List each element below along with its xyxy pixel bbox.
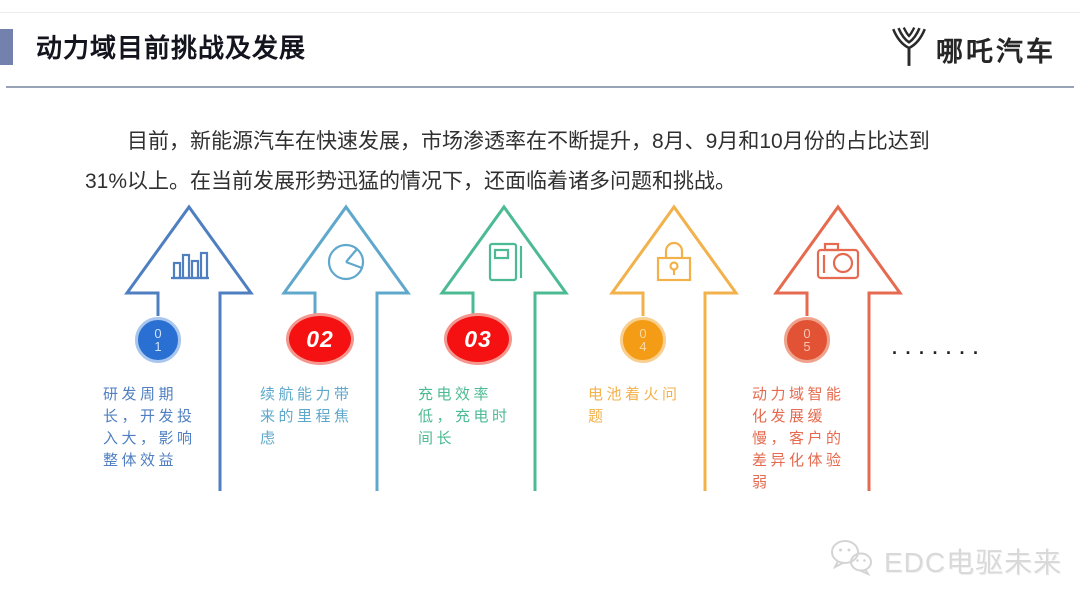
challenge-label: 电池着火问 题 xyxy=(588,386,681,425)
up-arrow-outline xyxy=(124,204,254,491)
pie-chart-icon xyxy=(327,243,365,281)
neta-logo-icon xyxy=(890,26,928,73)
header-divider xyxy=(6,86,1074,88)
badge-number: 01 xyxy=(154,326,162,354)
number-badge: 04 xyxy=(620,317,666,363)
up-arrow-outline xyxy=(439,204,569,491)
watermark-text: EDC电驱未来 xyxy=(884,546,1063,578)
page-title: 动力域目前挑战及发展 xyxy=(36,33,307,63)
challenge-item-5: 05 动力域智能 化发展缓 慢，客户的 差异化体验 弱 xyxy=(752,200,912,505)
more-items-ellipsis: ....... xyxy=(892,338,987,358)
badge-number: 04 xyxy=(639,326,647,354)
challenge-item-3: 03 充电效率 低，充电时 间长 xyxy=(418,200,578,505)
challenge-label: 研发周期 长，开发投 入大，影响 整体效益 xyxy=(103,386,196,469)
up-arrow-outline xyxy=(773,204,903,491)
challenge-item-2: 02 续航能力带 来的里程焦 虑 xyxy=(260,200,420,505)
number-badge: 05 xyxy=(784,317,830,363)
challenge-label: 续航能力带 来的里程焦 虑 xyxy=(260,386,353,447)
notebook-icon xyxy=(488,242,523,282)
number-badge: 01 xyxy=(135,317,181,363)
badge-number: 02 xyxy=(306,325,334,352)
badge-number: 03 xyxy=(464,325,492,352)
challenge-label: 充电效率 低，充电时 间长 xyxy=(418,386,511,447)
up-arrow-outline xyxy=(281,204,411,491)
challenge-item-1: 01 研发周期 长，开发投 入大，影响 整体效益 xyxy=(103,200,263,505)
title-accent-bar xyxy=(0,29,13,65)
challenge-item-4: 04 电池着火问 题 xyxy=(588,200,748,505)
wechat-icon xyxy=(828,538,876,583)
slide-top-border xyxy=(0,12,1080,13)
up-arrow-outline xyxy=(609,204,739,491)
number-badge: 02 xyxy=(286,313,354,365)
camera-icon xyxy=(816,242,860,280)
watermark: EDC电驱未来 xyxy=(828,538,1062,583)
challenge-label: 动力域智能 化发展缓 慢，客户的 差异化体验 弱 xyxy=(752,386,845,491)
number-badge: 03 xyxy=(444,313,512,365)
lock-icon xyxy=(656,241,692,282)
bar-chart-icon xyxy=(171,251,209,280)
brand-name: 哪吒汽车 xyxy=(936,37,1056,67)
intro-paragraph: 目前，新能源汽车在快速发展，市场渗透率在不断提升，8月、9月和10月份的占比达到… xyxy=(85,130,930,193)
badge-number: 05 xyxy=(803,326,811,354)
brand-logo: 哪吒汽车 xyxy=(890,26,1056,73)
